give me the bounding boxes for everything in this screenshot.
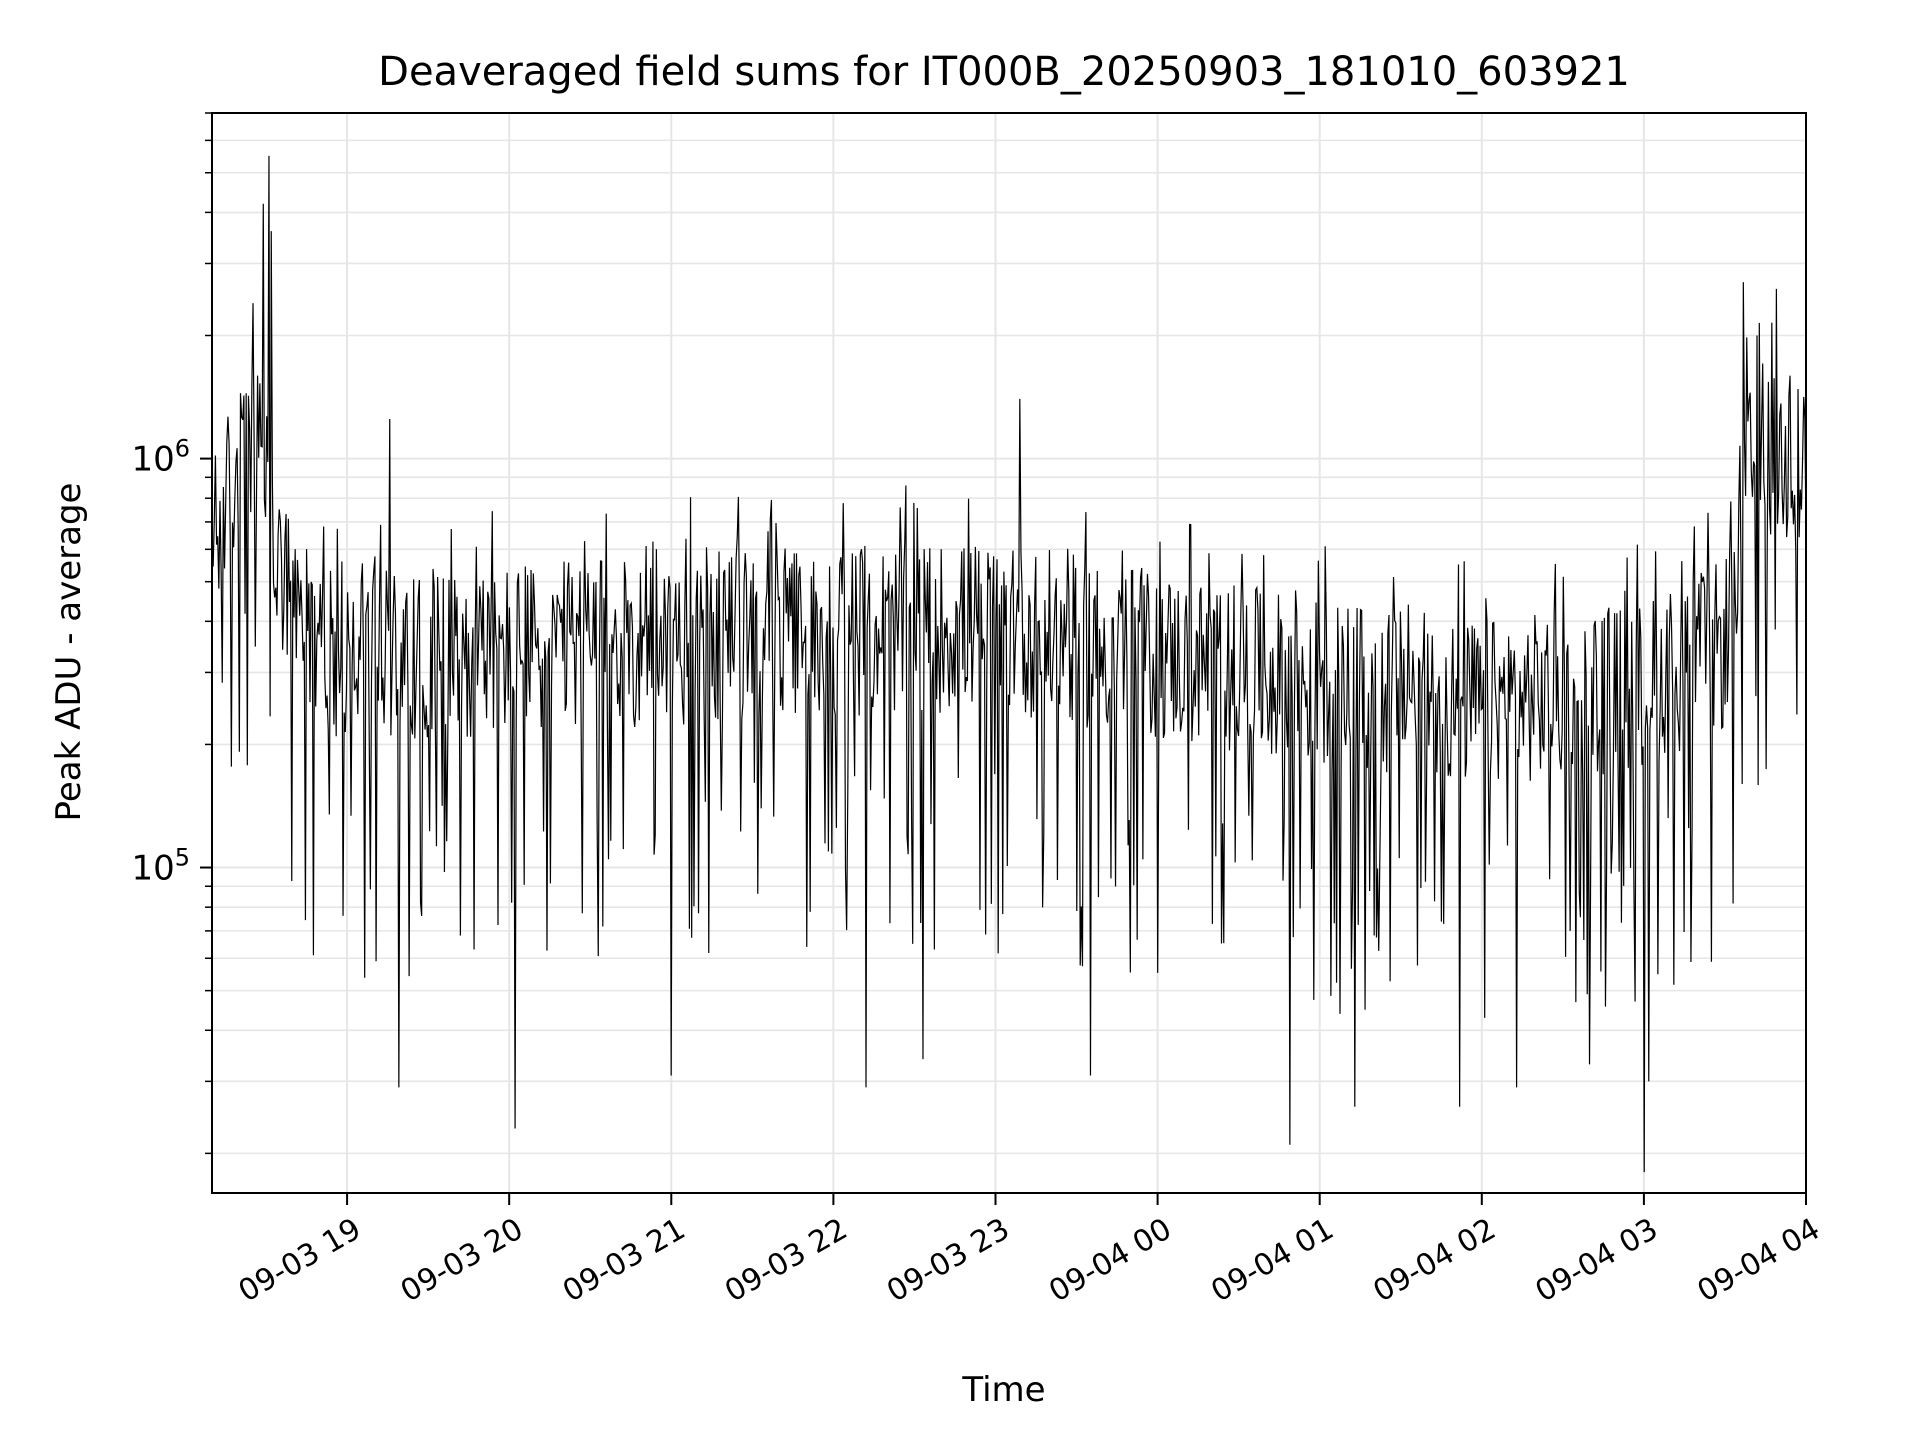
y-axis: 105 106: [131, 112, 212, 1155]
chart-title: Deaveraged field sums for IT000B_2025090…: [378, 49, 1630, 95]
plot-frame: [211, 112, 1807, 1194]
x-axis-label: Time: [961, 1370, 1045, 1410]
series-line: [212, 155, 1806, 1173]
series-layer: [212, 155, 1806, 1173]
y-tick-label: 105: [131, 844, 190, 889]
y-tick-label: 106: [131, 435, 190, 480]
y-axis-label: Peak ADU - average: [49, 483, 89, 822]
